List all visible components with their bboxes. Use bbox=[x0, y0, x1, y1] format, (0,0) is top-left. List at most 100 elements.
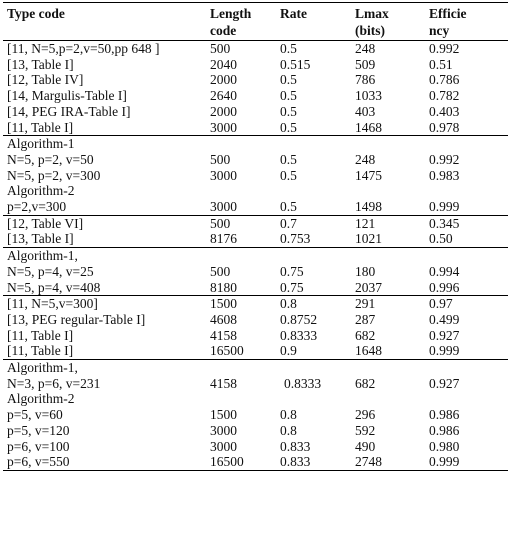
cell-efficiency: 0.786 bbox=[429, 72, 460, 88]
cell-efficiency: 0.994 bbox=[429, 263, 460, 279]
cell-lmax: 509 bbox=[355, 56, 376, 72]
cell-lmax: 1648 bbox=[355, 343, 382, 359]
table-row: p=5, v=120 3000 0.8 592 0.986 bbox=[3, 423, 508, 439]
table-row: N=5, p=2, v=50 500 0.5 248 0.992 bbox=[3, 152, 508, 168]
table-header: Type code Length code Rate Lmax (bits) Eff… bbox=[3, 2, 508, 41]
cell-rate: 0.7 bbox=[276, 214, 351, 232]
cell-type-code: Algorithm-2 bbox=[7, 183, 75, 199]
cell-efficiency: 0.782 bbox=[429, 88, 460, 104]
cell-type-code: [11, Table I] bbox=[7, 343, 74, 359]
table-row: Algorithm-1 bbox=[3, 135, 508, 152]
cell-lmax: 180 bbox=[355, 263, 376, 279]
cell-efficiency bbox=[425, 247, 508, 264]
table-row: Algorithm-2 bbox=[3, 183, 508, 199]
cell-efficiency: 0.992 bbox=[425, 39, 508, 57]
table-row: [13, PEG regular-Table I] 4608 0.8752 287 0.… bbox=[3, 312, 508, 328]
cell-rate: 0.8333 bbox=[284, 375, 322, 391]
cell-type-code: Algorithm-1 bbox=[3, 135, 206, 152]
cell-efficiency bbox=[425, 359, 508, 376]
cell-rate: 0.5 bbox=[276, 39, 351, 57]
cell-length bbox=[206, 359, 276, 376]
cell-type-code: [12, Table IV] bbox=[7, 72, 84, 88]
cell-rate bbox=[276, 183, 351, 199]
cell-efficiency: 0.51 bbox=[429, 56, 453, 72]
header-efficiency: Efficie ncy bbox=[425, 2, 508, 41]
cell-lmax: 291 bbox=[351, 295, 425, 312]
cell-lmax: 248 bbox=[351, 39, 425, 57]
table-row: [12, Table VI] 500 0.7 121 0.345 bbox=[3, 214, 508, 232]
cell-type-code: [11, Table I] bbox=[7, 119, 74, 135]
cell-lmax: 1033 bbox=[355, 88, 382, 104]
cell-length: 3000 bbox=[210, 422, 237, 438]
cell-lmax bbox=[351, 247, 425, 264]
cell-lmax: 248 bbox=[355, 151, 376, 167]
cell-type-code: [14, Margulis-Table I] bbox=[7, 88, 127, 104]
table-row: p=6, v=100 3000 0.833 490 0.980 bbox=[3, 439, 508, 455]
cell-length: 2000 bbox=[210, 72, 237, 88]
cell-rate: 0.5 bbox=[280, 167, 297, 183]
cell-lmax: 121 bbox=[351, 214, 425, 232]
cell-rate: 0.8752 bbox=[280, 311, 318, 327]
cell-length: 500 bbox=[206, 39, 276, 57]
cell-length bbox=[206, 247, 276, 264]
cell-type-code: N=5, p=2, v=50 bbox=[7, 151, 94, 167]
cell-rate: 0.5 bbox=[280, 72, 297, 88]
cell-rate: 0.75 bbox=[280, 279, 304, 295]
table-row: [14, PEG IRA-Table I] 2000 0.5 403 0.403 bbox=[3, 104, 508, 120]
header-lmax: Lmax (bits) bbox=[351, 2, 425, 41]
cell-length: 500 bbox=[206, 214, 276, 232]
cell-type-code: p=2,v=300 bbox=[7, 199, 67, 215]
cell-length: 4158 bbox=[210, 327, 237, 343]
cell-type-code: N=5, p=2, v=300 bbox=[7, 167, 101, 183]
cell-type-code: N=3, p=6, v=231 bbox=[7, 375, 101, 391]
cell-type-code: [13, Table I] bbox=[7, 231, 74, 247]
cell-efficiency: 0.986 bbox=[429, 407, 460, 423]
cell-lmax: 682 bbox=[355, 375, 376, 391]
cell-rate: 0.5 bbox=[280, 151, 297, 167]
cell-efficiency: 0.983 bbox=[429, 167, 460, 183]
comparison-table: Type code Length code Rate Lmax (bits) Eff… bbox=[3, 2, 508, 471]
cell-length: 8176 bbox=[210, 231, 237, 247]
cell-rate bbox=[276, 391, 351, 407]
cell-length: 500 bbox=[210, 263, 231, 279]
cell-lmax: 1475 bbox=[355, 167, 382, 183]
table-row: Algorithm-1, bbox=[3, 359, 508, 376]
table-row: Algorithm-1, bbox=[3, 247, 508, 264]
cell-length: 1500 bbox=[210, 407, 237, 423]
cell-type-code: [14, PEG IRA-Table I] bbox=[7, 103, 131, 119]
cell-rate: 0.833 bbox=[280, 438, 311, 454]
cell-length bbox=[206, 391, 276, 407]
cell-rate: 0.5 bbox=[280, 119, 297, 135]
cell-rate: 0.833 bbox=[276, 454, 351, 471]
cell-length: 3000 bbox=[210, 167, 237, 183]
cell-rate: 0.75 bbox=[280, 263, 304, 279]
cell-rate: 0.8 bbox=[276, 295, 351, 312]
cell-length: 500 bbox=[210, 151, 231, 167]
cell-type-code: [13, Table I] bbox=[7, 56, 74, 72]
cell-lmax: 403 bbox=[355, 103, 376, 119]
comparison-table-container: Type code Length code Rate Lmax (bits) Eff… bbox=[3, 2, 508, 471]
cell-length: 2040 bbox=[210, 56, 237, 72]
table-row: p=5, v=60 1500 0.8 296 0.986 bbox=[3, 407, 508, 423]
cell-type-code: p=5, v=60 bbox=[7, 407, 63, 423]
cell-efficiency bbox=[425, 183, 508, 199]
cell-type-code: [11, N=5,v=300] bbox=[3, 295, 206, 312]
table-row: [13, Table I] 2040 0.515 509 0.51 bbox=[3, 57, 508, 73]
cell-type-code: [11, Table I] bbox=[7, 327, 74, 343]
cell-lmax: 1498 bbox=[355, 199, 382, 215]
cell-length: 2640 bbox=[210, 88, 237, 104]
cell-lmax bbox=[351, 135, 425, 152]
table-row: [11, Table I] 4158 0.8333 682 0.927 bbox=[3, 328, 508, 344]
cell-rate bbox=[276, 135, 351, 152]
table-row: [13, Table I] 8176 0.753 1021 0.50 bbox=[3, 231, 508, 247]
cell-efficiency: 0.50 bbox=[429, 231, 453, 247]
cell-lmax: 592 bbox=[355, 422, 376, 438]
cell-lmax: 490 bbox=[355, 438, 376, 454]
cell-lmax: 2748 bbox=[351, 454, 425, 471]
cell-length: 3000 bbox=[210, 199, 237, 215]
cell-length: 3000 bbox=[210, 119, 237, 135]
table-row: [11, N=5,v=300] 1500 0.8 291 0.97 bbox=[3, 295, 508, 312]
header-rate: Rate bbox=[276, 2, 351, 41]
cell-type-code: Algorithm-1, bbox=[3, 247, 206, 264]
cell-lmax: 296 bbox=[355, 407, 376, 423]
